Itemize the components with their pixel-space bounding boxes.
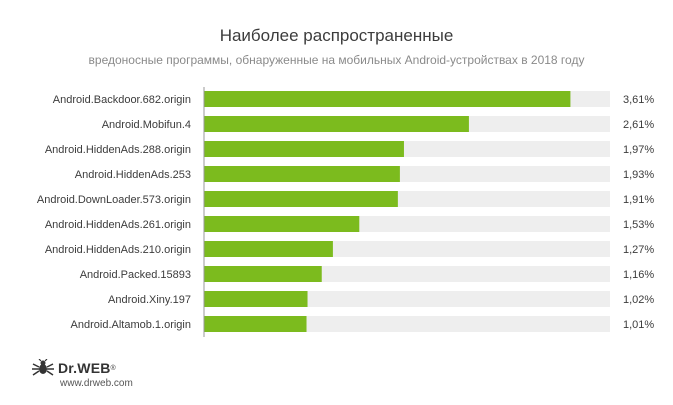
bar — [204, 191, 398, 207]
value-label: 1,16% — [623, 269, 654, 281]
chart-title: Наиболее распространенные — [219, 26, 454, 45]
category-label: Android.Altamob.1.origin — [71, 319, 191, 331]
category-label: Android.HiddenAds.210.origin — [45, 244, 191, 256]
category-label: Android.Backdoor.682.origin — [53, 94, 191, 106]
bar — [204, 91, 571, 107]
value-label: 1,01% — [623, 319, 654, 331]
value-label: 1,27% — [623, 244, 654, 256]
bar — [204, 266, 322, 282]
bar — [204, 316, 307, 332]
value-label: 1,02% — [623, 294, 654, 306]
website-link[interactable]: www.drweb.com — [60, 378, 133, 389]
category-label: Android.HiddenAds.261.origin — [45, 219, 191, 231]
spider-logo-icon — [32, 359, 54, 376]
bar — [204, 141, 404, 157]
value-label: 3,61% — [623, 94, 654, 106]
category-label: Android.Mobifun.4 — [102, 119, 191, 131]
value-label: 1,97% — [623, 144, 654, 156]
bar — [204, 166, 400, 182]
category-label: Android.Xiny.197 — [108, 294, 191, 306]
category-label: Android.HiddenAds.288.origin — [45, 144, 191, 156]
logo-text: Dr.WEB — [58, 360, 111, 376]
bar — [204, 241, 333, 257]
value-label: 2,61% — [623, 119, 654, 131]
category-label: Android.Packed.15893 — [80, 269, 191, 281]
drweb-logo: Dr.WEB ® — [32, 359, 116, 377]
bar — [204, 116, 469, 132]
value-label: 1,93% — [623, 169, 654, 181]
bar — [204, 291, 308, 307]
bar — [204, 216, 360, 232]
category-label: Android.HiddenAds.253 — [75, 169, 191, 181]
category-label: Android.DownLoader.573.origin — [37, 194, 191, 206]
chart-subtitle: вредоносные программы, обнаруженные на м… — [88, 53, 585, 67]
value-label: 1,53% — [623, 219, 654, 231]
value-label: 1,91% — [623, 194, 654, 206]
